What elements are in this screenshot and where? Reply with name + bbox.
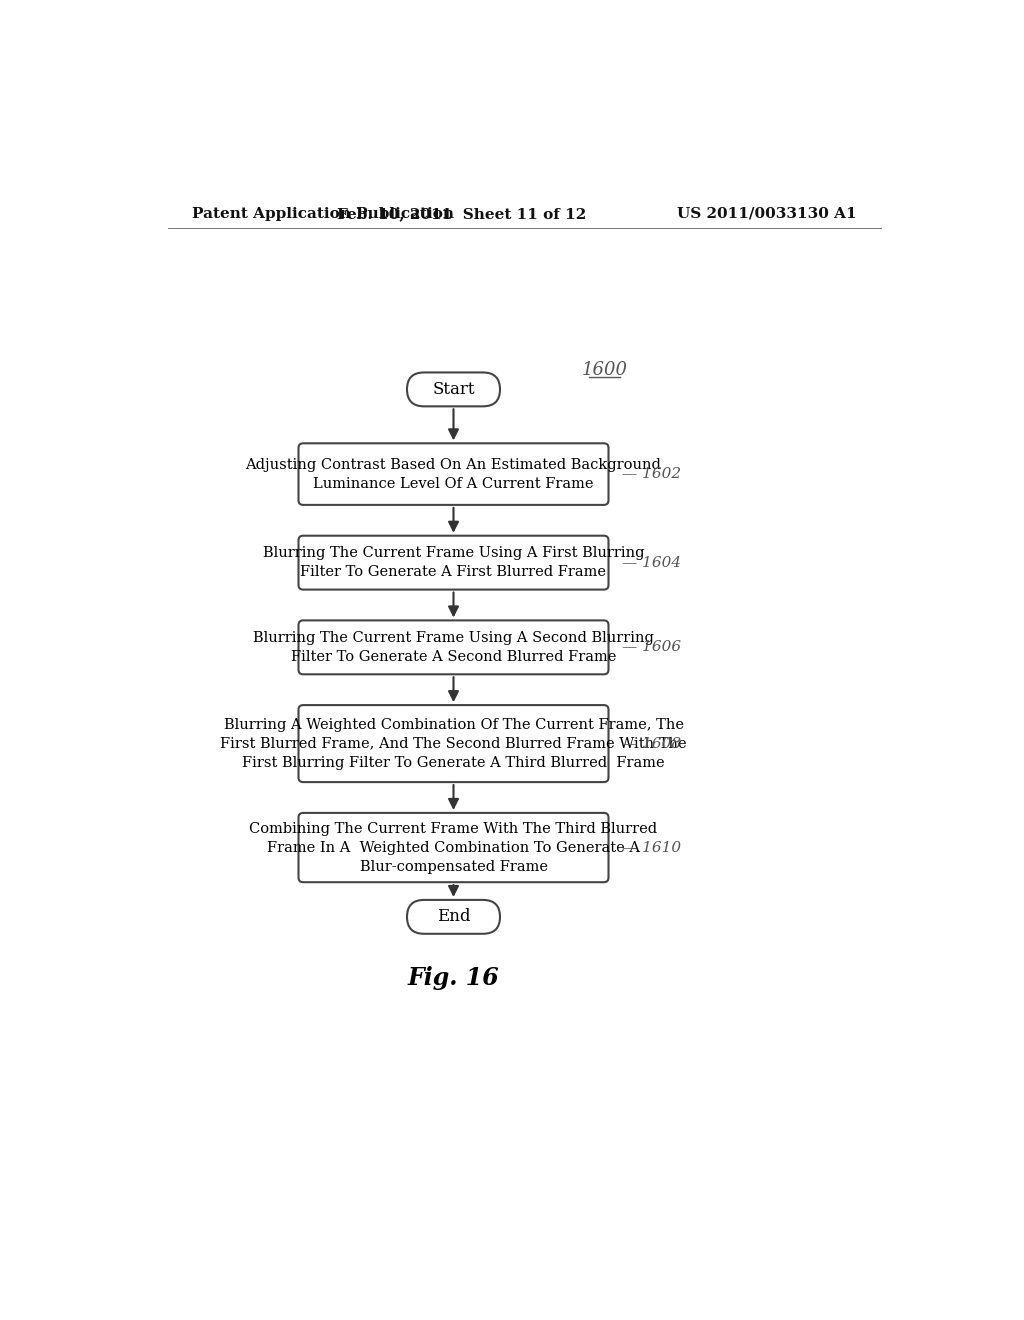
Text: Fig. 16: Fig. 16 [408,966,500,990]
Text: Start: Start [432,381,475,397]
FancyBboxPatch shape [407,900,500,933]
Text: Adjusting Contrast Based On An Estimated Background
Luminance Level Of A Current: Adjusting Contrast Based On An Estimated… [246,458,662,491]
Text: 1600: 1600 [582,362,628,379]
Text: Blurring The Current Frame Using A Second Blurring
Filter To Generate A Second B: Blurring The Current Frame Using A Secon… [253,631,654,664]
Text: — 1606: — 1606 [623,640,682,655]
FancyBboxPatch shape [299,444,608,506]
Text: Combining The Current Frame With The Third Blurred
Frame In A  Weighted Combinat: Combining The Current Frame With The Thi… [250,821,657,874]
Text: — 1608: — 1608 [623,737,682,751]
Text: US 2011/0033130 A1: US 2011/0033130 A1 [677,207,856,220]
FancyBboxPatch shape [299,813,608,882]
Text: Patent Application Publication: Patent Application Publication [191,207,454,220]
Text: Blurring The Current Frame Using A First Blurring
Filter To Generate A First Blu: Blurring The Current Frame Using A First… [263,546,644,579]
Text: — 1602: — 1602 [623,467,682,480]
FancyBboxPatch shape [407,372,500,407]
Text: Blurring A Weighted Combination Of The Current Frame, The
First Blurred Frame, A: Blurring A Weighted Combination Of The C… [220,718,687,770]
Text: — 1610: — 1610 [623,841,682,854]
FancyBboxPatch shape [299,536,608,590]
FancyBboxPatch shape [299,705,608,781]
Text: — 1604: — 1604 [623,556,682,570]
Text: Feb. 10, 2011  Sheet 11 of 12: Feb. 10, 2011 Sheet 11 of 12 [337,207,586,220]
FancyBboxPatch shape [299,620,608,675]
Text: End: End [437,908,470,925]
